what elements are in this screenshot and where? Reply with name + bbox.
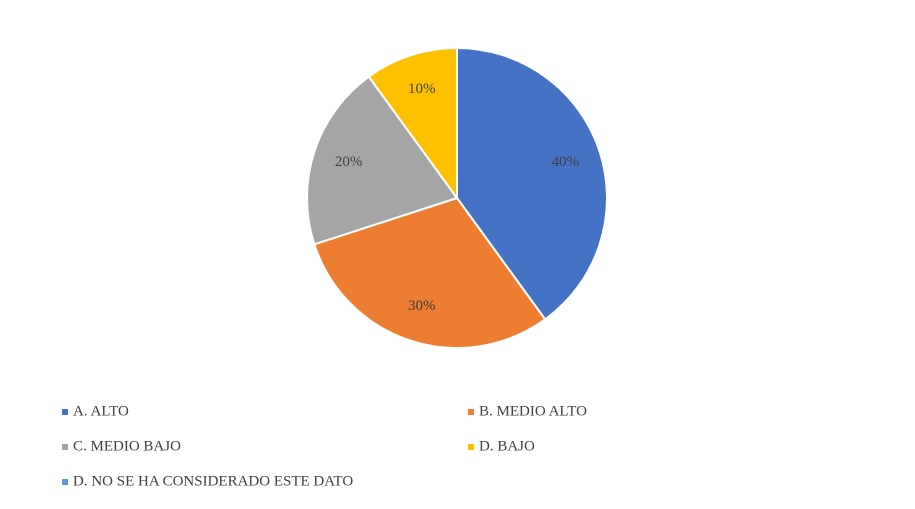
legend-label: D. BAJO (479, 438, 535, 454)
legend-label: B. MEDIO ALTO (479, 403, 587, 419)
pie-slice (456, 46, 608, 321)
pie-slice (313, 196, 547, 349)
pie-slice (306, 75, 459, 246)
data-label: 30% (408, 298, 436, 314)
data-label: 10% (408, 81, 436, 97)
data-label: 20% (335, 154, 363, 170)
data-label: 40% (552, 154, 580, 170)
legend-swatch (62, 479, 68, 485)
legend-label: C. MEDIO BAJO (73, 438, 181, 454)
pie-slice (367, 46, 458, 202)
legend-label: D. NO SE HA CONSIDERADO ESTE DATO (73, 473, 353, 489)
legend-label: A. ALTO (73, 403, 129, 419)
legend-swatch (62, 409, 68, 415)
legend-swatch (62, 444, 68, 450)
legend-swatch (468, 444, 474, 450)
legend-swatch (468, 409, 474, 415)
